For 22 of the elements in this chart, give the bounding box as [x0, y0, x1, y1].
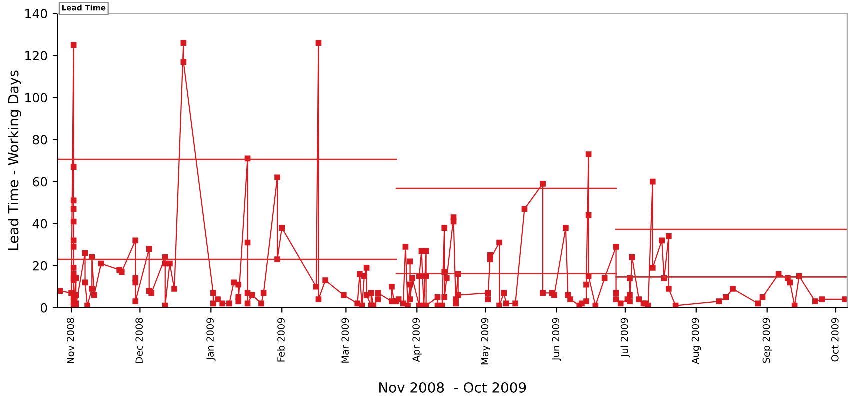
x-tick-label: Jan 2009: [206, 318, 216, 361]
y-tick-label: 120: [26, 51, 48, 61]
x-tick-label: Apr 2009: [412, 318, 422, 362]
y-tick-label: 100: [26, 93, 48, 103]
y-tick-label: 0: [40, 303, 48, 313]
x-axis-title: Nov 2008 - Oct 2009: [380, 382, 526, 393]
y-axis-title: Lead Time - Working Days: [8, 70, 22, 250]
y-tick-label: 80: [33, 135, 48, 145]
x-tick-label: Jun 2009: [552, 318, 562, 362]
x-tick-label: Aug 2009: [692, 318, 702, 364]
x-tick-label: Nov 2008: [67, 318, 74, 364]
x-tick-label: Mar 2009: [342, 318, 350, 363]
y-tick-label: 40: [32, 219, 48, 229]
y-tick-label: 20: [33, 261, 48, 271]
x-tick-label: Sep 2009: [762, 318, 772, 364]
x-tick-label: Dec 2008: [136, 318, 144, 364]
x-tick-label: Feb 2009: [277, 318, 285, 362]
y-tick-label: 60: [33, 177, 48, 187]
x-tick-label: Oct 2009: [831, 318, 839, 362]
y-tick-label: 140: [26, 9, 48, 19]
x-tick-label: May 2009: [481, 318, 491, 365]
x-tick-label: Jul 2009: [620, 318, 630, 358]
